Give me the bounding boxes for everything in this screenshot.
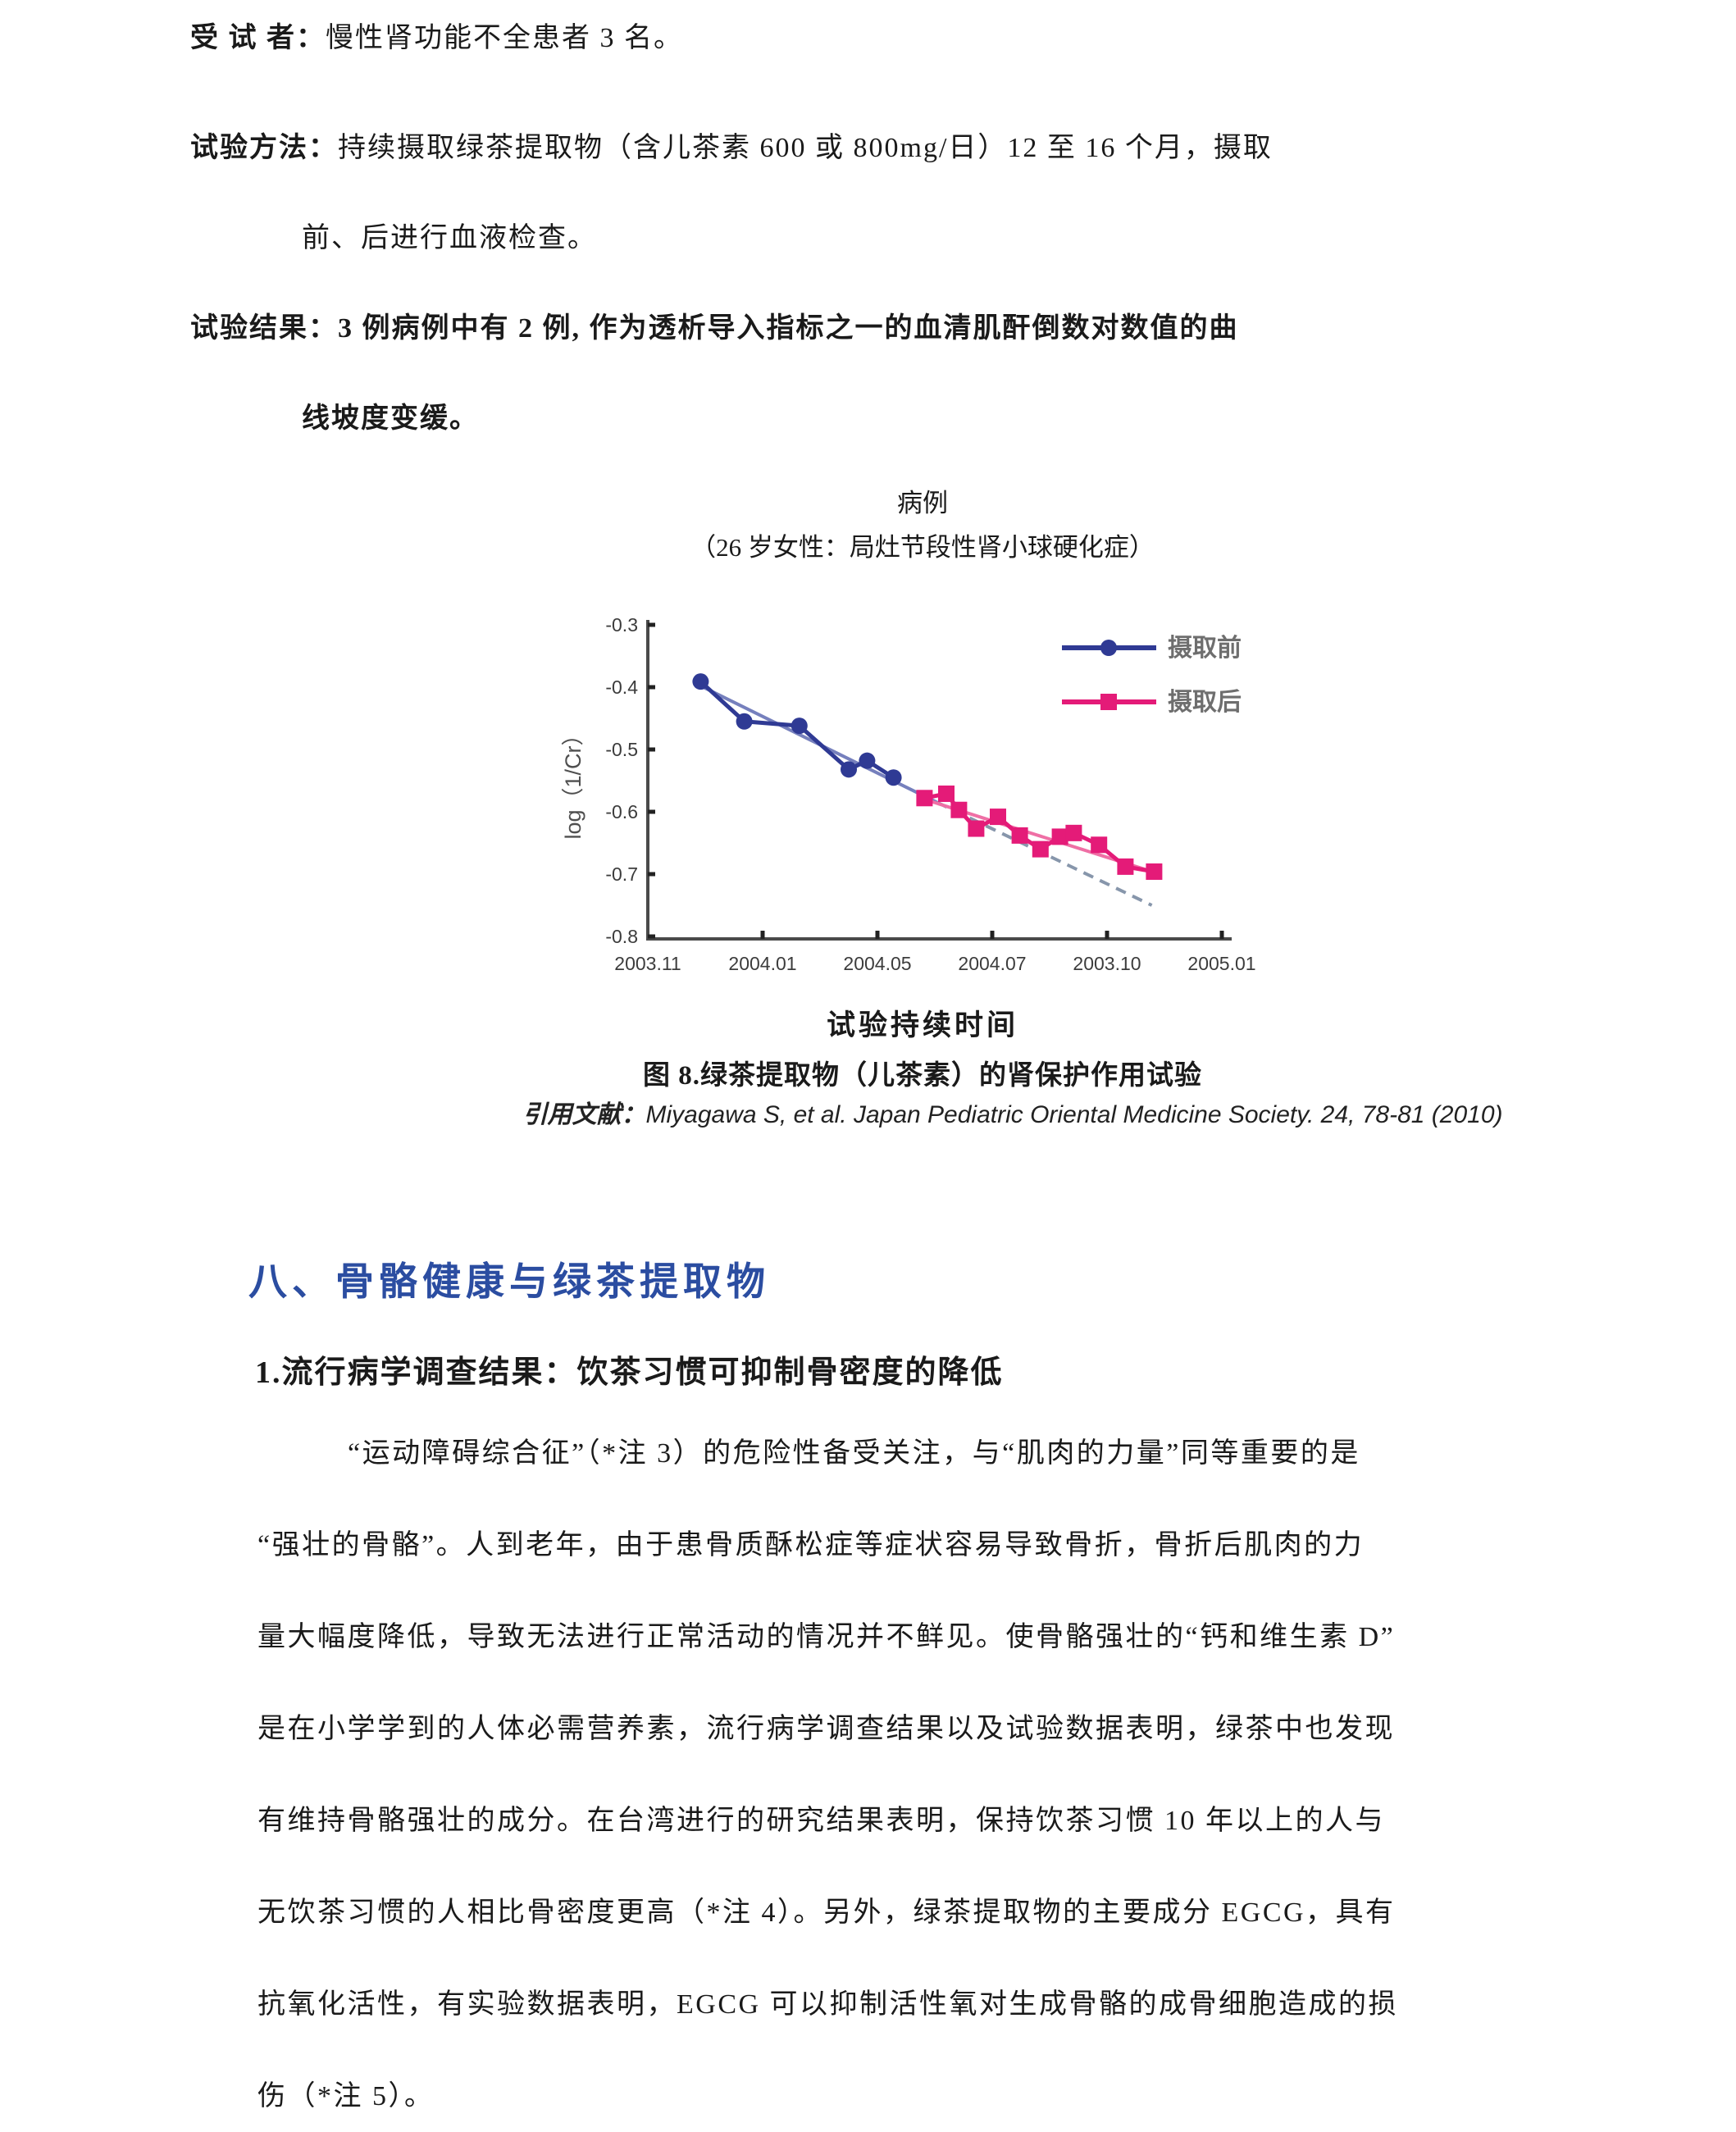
legend-label: 摄取后 — [1168, 689, 1242, 716]
body-paragraph-line: 有维持骨骼强壮的成分。在台湾进行的研究结果表明，保持饮茶习惯 10 年以上的人与 — [257, 1806, 1385, 1836]
trial-subjects-label: 受 试 者： — [190, 23, 326, 53]
data-point-square — [1146, 863, 1163, 880]
trial-result-label: 试验结果： — [190, 313, 338, 344]
data-point-square — [1051, 828, 1068, 845]
trial-result-line2: 线坡度变缓。 — [302, 395, 479, 435]
y-tick-label: -0.8 — [605, 926, 638, 947]
trial-result-line: 试验结果：3 例病例中有 2 例, 作为透析导入指标之一的血清肌酐倒数对数值的曲 — [190, 305, 1239, 345]
x-tick-label: 2004.01 — [728, 953, 796, 974]
figure-caption: 图 8.绿茶提取物（儿茶素）的肾保护作用试验 — [643, 1061, 1202, 1091]
trial-subjects-text: 慢性肾功能不全患者 3 名。 — [326, 23, 683, 53]
x-tick-label: 2003.10 — [1073, 953, 1141, 974]
data-point-circle — [736, 713, 753, 730]
data-point-circle — [791, 718, 808, 735]
y-tick-label: -0.3 — [605, 614, 638, 636]
axes — [646, 620, 1232, 941]
trial-result-text-line2: 线坡度变缓。 — [302, 403, 479, 434]
data-point-square — [938, 785, 955, 802]
y-tick-label: -0.5 — [605, 739, 638, 760]
y-tick-label: -0.7 — [605, 863, 638, 885]
trial-result-text: 3 例病例中有 2 例, 作为透析导入指标之一的血清肌酐倒数对数值的曲 — [338, 313, 1239, 344]
figure-subtitle: （26 岁女性：局灶节段性肾小球硬化症） — [690, 533, 1155, 562]
data-point-circle — [885, 769, 902, 786]
data-point-circle — [859, 752, 876, 769]
body-paragraph-line: 是在小学学到的人体必需营养素，流行病学调查结果以及试验数据表明，绿茶中也发现 — [257, 1714, 1395, 1744]
data-point-square — [1065, 824, 1082, 841]
x-tick-label: 2004.05 — [843, 953, 911, 974]
body-paragraph-line: 伤（*注 5）。 — [257, 2081, 435, 2112]
data-point-circle — [841, 761, 857, 778]
y-tick-label: -0.6 — [605, 801, 638, 822]
data-point-square — [1117, 858, 1134, 875]
trial-subjects-line: 受 试 者：慢性肾功能不全患者 3 名。 — [190, 15, 683, 55]
series-摄取后 — [916, 785, 1163, 880]
figure-citation: 引用文献：Miyagawa S, et al. Japan Pediatric … — [344, 1094, 1681, 1130]
section-heading: 八、骨骼健康与绿茶提取物 — [248, 1261, 770, 1304]
section-subheading: 1.流行病学调查结果：饮茶习惯可抑制骨密度的降低 — [255, 1355, 1004, 1390]
series-摄取前 — [692, 673, 902, 786]
y-tick-label: -0.4 — [605, 676, 638, 698]
figure-x-axis-caption: 试验持续时间 — [826, 1009, 1018, 1041]
data-point-square — [1011, 827, 1028, 844]
body-paragraph-line: 无饮茶习惯的人相比骨密度更高（*注 4）。另外，绿茶提取物的主要成分 EGCG，… — [257, 1897, 1396, 1928]
x-tick-label: 2004.07 — [958, 953, 1026, 974]
pre-intake-extrapolation — [936, 800, 1153, 907]
data-point-square — [1032, 840, 1049, 858]
body-paragraph-line: “运动障碍综合征”（*注 3）的危险性备受关注，与“肌肉的力量”同等重要的是 — [348, 1438, 1360, 1469]
citation-text: Miyagawa S, et al. Japan Pediatric Orien… — [645, 1101, 1503, 1128]
trial-method-line2: 前、后进行血液检查。 — [302, 215, 597, 255]
trial-method-line: 试验方法：持续摄取绿茶提取物（含儿茶素 600 或 800mg/日）12 至 1… — [190, 125, 1273, 165]
trial-method-text: 持续摄取绿茶提取物（含儿茶素 600 或 800mg/日）12 至 16 个月，… — [338, 133, 1273, 163]
data-point-square — [916, 790, 933, 807]
legend-circle-marker — [1100, 640, 1117, 656]
y-axis-ticks: -0.3 -0.4 -0.5 -0.6 -0.7 -0.8 — [605, 614, 655, 947]
data-point-square — [990, 809, 1006, 826]
body-paragraph-line: “强壮的骨骼”。人到老年，由于患骨质酥松症等症状容易导致骨折，骨折后肌肉的力 — [257, 1530, 1365, 1560]
x-axis-ticks: 2003.11 2004.01 2004.05 2004.07 2003.10 2005.… — [614, 931, 1256, 974]
y-axis-label: log（1/Cr） — [561, 723, 586, 839]
trial-method-label: 试验方法： — [190, 133, 338, 163]
legend-square-marker — [1100, 694, 1117, 710]
x-tick-label: 2005.01 — [1187, 953, 1255, 974]
body-paragraph-line: 抗氧化活性，有实验数据表明，EGCG 可以抑制活性氧对生成骨骼的成骨细胞造成的损 — [257, 1989, 1399, 2020]
figure-title: 病例 — [897, 489, 948, 517]
data-point-circle — [692, 673, 709, 690]
data-point-square — [968, 820, 985, 837]
x-tick-label: 2003.11 — [614, 953, 681, 974]
data-point-square — [1091, 836, 1108, 854]
data-point-square — [950, 801, 968, 818]
legend-label: 摄取前 — [1168, 635, 1242, 662]
trial-method-text-line2: 前、后进行血液检查。 — [302, 223, 597, 253]
citation-label: 引用文献： — [522, 1101, 646, 1128]
body-paragraph-line: 量大幅度降低，导致无法进行正常活动的情况并不鲜见。使骨骼强壮的“钙和维生素 D” — [257, 1622, 1396, 1652]
